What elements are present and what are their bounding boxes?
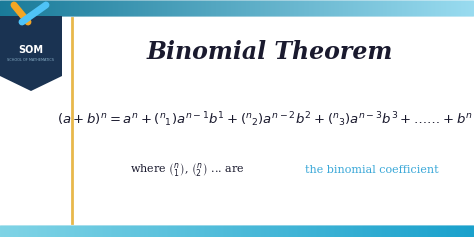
Text: where $\binom{n}{\!1}$, $\binom{n}{\!2}$ ... are: where $\binom{n}{\!1}$, $\binom{n}{\!2}$…: [130, 161, 246, 179]
Polygon shape: [0, 16, 62, 91]
Text: $(a+b)^n = a^n+(^n\!{}_{\,1})a^{n-1}b^1+(^n\!{}_{\,2})a^{n-2}b^2+(^n\!{}_{\,3})a: $(a+b)^n = a^n+(^n\!{}_{\,1})a^{n-1}b^1+…: [57, 111, 473, 129]
Text: Binomial Theorem: Binomial Theorem: [147, 40, 393, 64]
Text: SCHOOL OF MATHEMATICS: SCHOOL OF MATHEMATICS: [8, 58, 55, 62]
Text: SOM: SOM: [18, 45, 44, 55]
Text: the binomial coefficient: the binomial coefficient: [305, 165, 438, 175]
